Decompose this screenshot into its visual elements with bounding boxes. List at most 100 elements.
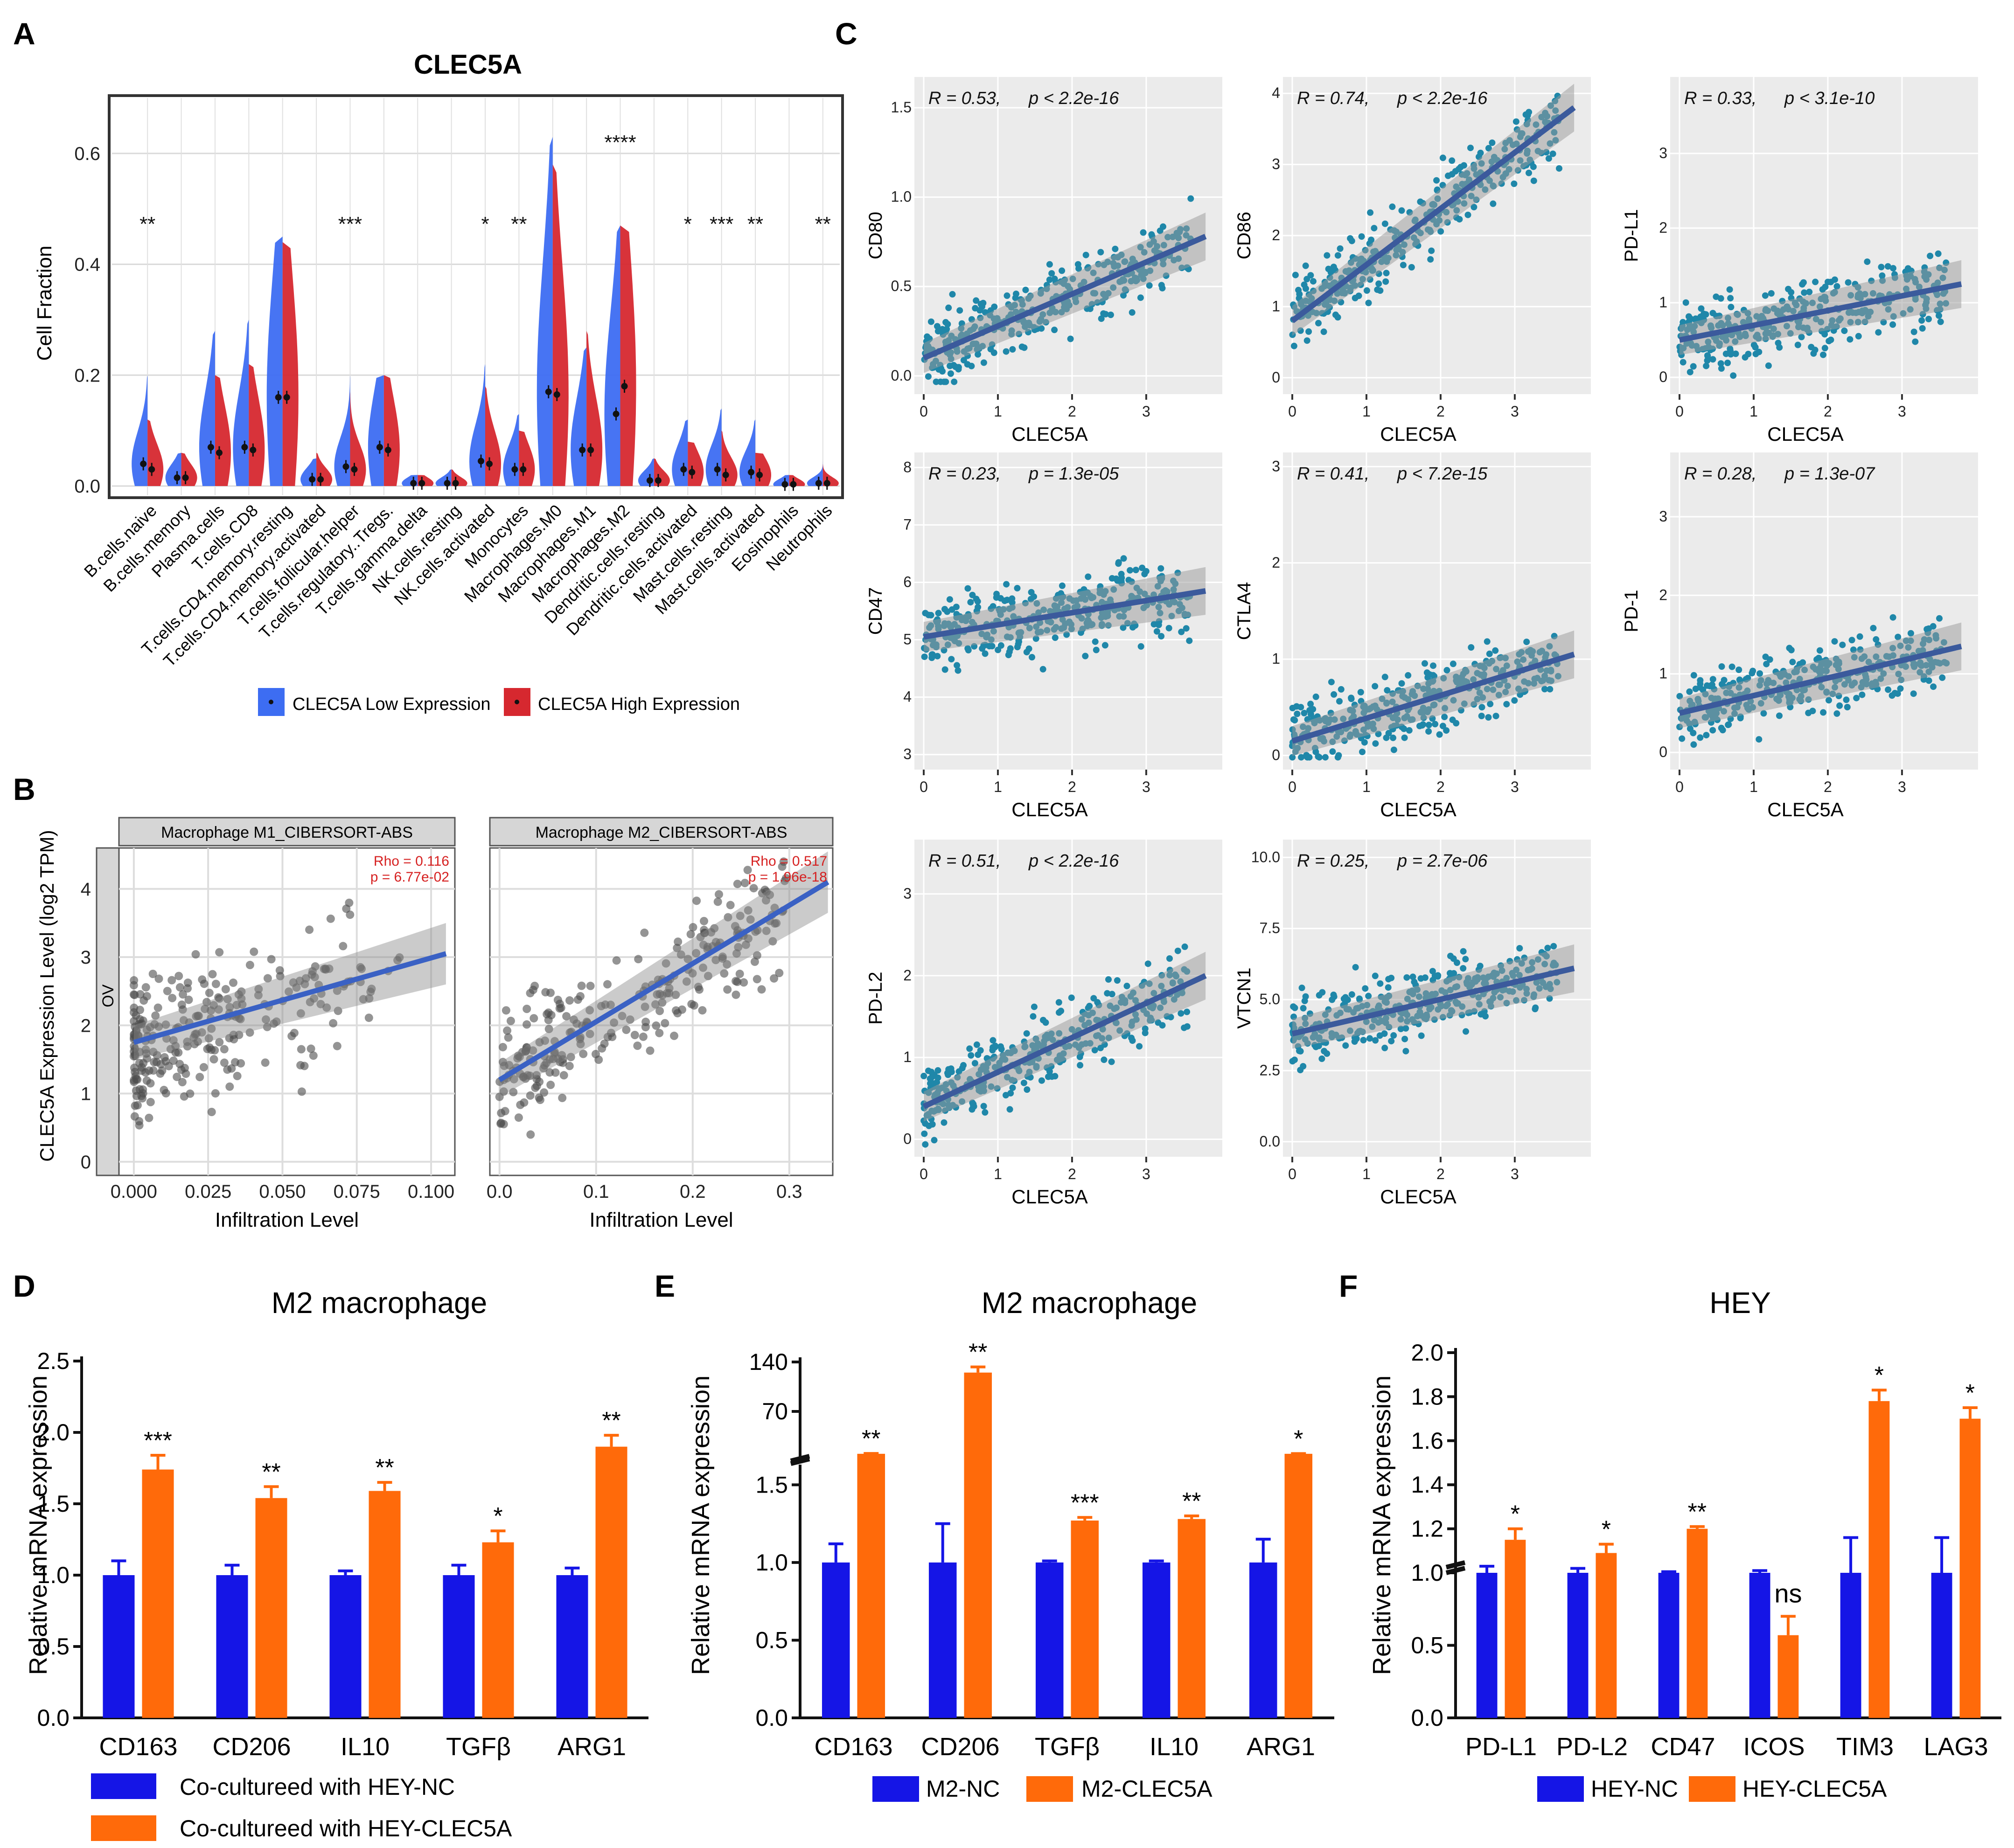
panel-b-point: [207, 1024, 216, 1033]
panel-c-point: [1812, 278, 1819, 285]
significance-marker: *: [1294, 1425, 1303, 1452]
panel-c-point: [1307, 272, 1314, 279]
panel-c-xtick: 1: [1362, 403, 1371, 420]
panel-b-point: [503, 1026, 512, 1035]
panel-c-p-value: p < 2.2e-16: [1028, 89, 1119, 108]
panel-c-point: [1377, 287, 1384, 294]
panel-b-point: [202, 998, 211, 1007]
panel-c-point: [1398, 680, 1405, 687]
panel-c-point: [1427, 256, 1434, 263]
panel-c-point: [1419, 722, 1426, 729]
panel-a-title: CLEC5A: [414, 49, 522, 80]
panel-a-x-axis: B.cells.naiveB.cells.memoryPlasma.cellsT…: [80, 500, 836, 670]
panel-c-xlabel: CLEC5A: [1011, 799, 1087, 820]
panel-c-point: [1749, 670, 1756, 677]
panel-c-scatter-grid: 0 1 2 3 0.0 0.5 1.0 1.5 R = 0.53, p < 2.2e-16 CD80…: [865, 77, 1978, 1208]
panel-c-point: [1717, 360, 1724, 367]
panel-c-point: [1048, 1073, 1055, 1080]
panel-c-point: [1690, 741, 1697, 748]
panel-c-point: [1305, 328, 1312, 335]
panel-b-point: [364, 1014, 373, 1022]
panel-c-point: [1697, 734, 1704, 741]
panel-c-point: [1157, 227, 1164, 234]
panel-c-point: [1348, 991, 1355, 998]
panel-c-point: [1352, 295, 1359, 301]
panel-c-point: [1763, 660, 1770, 667]
panel-b-point: [173, 1072, 181, 1081]
bar-nc: [1840, 1573, 1861, 1718]
panel-c-fit-line: [1290, 105, 1576, 323]
panel-c-point: [1445, 172, 1451, 179]
panel-b-point: [607, 1028, 615, 1037]
panel-c-point: [1157, 565, 1164, 572]
panel-c-r-value: R = 0.51,: [928, 851, 1001, 871]
panel-c-ytick: 3: [1272, 458, 1280, 474]
significance-marker: **: [1182, 1488, 1201, 1515]
significance-marker: ***: [710, 213, 733, 236]
panel-c-ylabel: CD47: [865, 587, 886, 635]
x-category-label: CD206: [212, 1733, 291, 1761]
panel-label-e: E: [655, 1269, 675, 1303]
panel-c-ytick: 1.0: [891, 188, 912, 205]
panel-c-fit-line: [922, 973, 1207, 1109]
panel-b-point: [262, 1015, 270, 1024]
panel-a-ylabel: Cell Fraction: [33, 246, 56, 361]
panel-b-point: [141, 983, 150, 992]
significance-marker: **: [815, 213, 831, 236]
y-tick-label: 0.0: [755, 1705, 788, 1731]
panel-b-point: [211, 980, 220, 988]
panel-b-point: [577, 981, 586, 990]
panel-c-point: [1406, 727, 1413, 734]
panel-c-point: [1398, 207, 1405, 214]
panel-c-fit-line: [1679, 281, 1962, 343]
panel-c-point: [1023, 649, 1030, 656]
panel-c-point: [934, 653, 941, 660]
panel-c-xtick: 1: [994, 403, 1002, 420]
panel-c-point: [1051, 275, 1058, 282]
panel-b-point: [267, 955, 276, 964]
panel-c-xlabel: CLEC5A: [1767, 423, 1843, 445]
panel-c-point: [1864, 258, 1871, 265]
panel-b-point: [296, 1061, 305, 1070]
panel-b-point: [139, 1016, 147, 1025]
y-tick-label: 1.0: [1411, 1560, 1443, 1586]
panel-b-point: [558, 1051, 566, 1060]
panel-b-scatter: CLEC5A Expression Level (log2 TPM) OV Ma…: [36, 817, 834, 1231]
panel-b-point: [655, 990, 664, 998]
panel-c-point: [1082, 251, 1089, 258]
panel-c-point: [965, 646, 972, 653]
panel-b-point: [229, 978, 237, 987]
panel-c-r-value: R = 0.28,: [1684, 464, 1756, 484]
y-tick-label: 2.0: [1411, 1340, 1443, 1366]
panel-b-point: [509, 1088, 518, 1097]
panel-c-point: [1137, 294, 1144, 301]
panel-c-ytick: 4: [1272, 84, 1280, 101]
panel-b-point: [545, 1068, 554, 1077]
panel-b-point: [326, 914, 335, 923]
panel-c-p-value: p < 7.2e-15: [1397, 464, 1488, 484]
panel-b-point: [145, 1113, 153, 1122]
panel-b-point: [207, 1108, 216, 1116]
panel-c-p-value: p < 2.2e-16: [1397, 89, 1488, 108]
panel-c-point: [1001, 597, 1008, 604]
panel-b-point: [153, 1051, 161, 1060]
panel-c-point: [1158, 633, 1165, 639]
legend-d-nc-label: Co-cultureed with HEY-NC: [180, 1774, 455, 1800]
legend-e-nc-label: M2-NC: [926, 1776, 1000, 1802]
panel-a-ytick: 0.4: [74, 255, 100, 275]
panel-c-point: [1679, 319, 1686, 326]
panel-c-point: [1118, 570, 1125, 577]
panel-c-xtick: 0: [1675, 403, 1684, 420]
panel-c-point: [1464, 211, 1471, 218]
panel-b-point: [529, 1046, 537, 1055]
panel-c-point: [1794, 341, 1801, 348]
panel-c-point: [1939, 674, 1946, 681]
panel-b-point: [676, 950, 685, 959]
panel-c-ytick: 0: [1272, 747, 1280, 764]
panel-b-point: [201, 1005, 209, 1014]
panel-c-point: [968, 1052, 975, 1059]
panel-c-point: [1376, 1032, 1383, 1039]
panel-c-point: [1736, 676, 1743, 683]
panel-c-point: [1768, 290, 1775, 297]
panel-c-point: [1334, 754, 1341, 761]
